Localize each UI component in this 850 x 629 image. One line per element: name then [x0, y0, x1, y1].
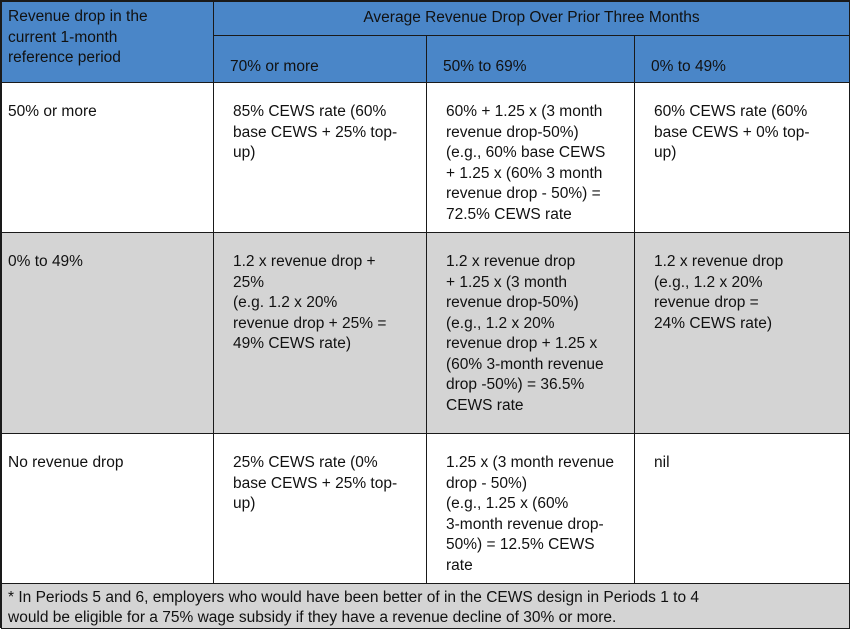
- row-axis-header: Revenue drop in the current 1-month refe…: [1, 1, 214, 83]
- table-cell: 60% CEWS rate (60% base CEWS + 0% top- u…: [633, 82, 850, 233]
- table-cell: 1.2 x revenue drop (e.g., 1.2 x 20% reve…: [633, 232, 850, 434]
- header-row-sub: 70% or more 50% to 69% 0% to 49%: [2, 35, 850, 83]
- table-cell: 1.2 x revenue drop + 1.25 x (3 month rev…: [426, 232, 635, 434]
- table-cell: 25% CEWS rate (0% base CEWS + 25% top- u…: [213, 433, 427, 584]
- footnote-row: * In Periods 5 and 6, employers who woul…: [0, 583, 850, 629]
- table-row: 0% to 49% 1.2 x revenue drop + 25% (e.g.…: [1, 232, 850, 434]
- table-cell: 1.25 x (3 month revenue drop - 50%) (e.g…: [426, 433, 635, 584]
- row-label: No revenue drop: [1, 433, 214, 584]
- table-cell: nil: [633, 433, 850, 584]
- table-cell: 1.2 x revenue drop + 25% (e.g. 1.2 x 20%…: [213, 232, 427, 434]
- row-label: 50% or more: [1, 82, 214, 233]
- table-cell: 60% + 1.25 x (3 month revenue drop-50%) …: [426, 82, 635, 233]
- column-group-header: Average Revenue Drop Over Prior Three Mo…: [212, 1, 850, 36]
- table-cell: 85% CEWS rate (60% base CEWS + 25% top- …: [213, 82, 427, 233]
- table-row: No revenue drop 25% CEWS rate (0% base C…: [1, 433, 850, 584]
- column-header-70-or-more: 70% or more: [213, 35, 427, 83]
- header-row-top: Revenue drop in the current 1-month refe…: [1, 1, 850, 83]
- footnote: * In Periods 5 and 6, employers who woul…: [0, 583, 850, 629]
- column-header-50-to-69: 50% to 69%: [426, 35, 635, 83]
- row-label: 0% to 49%: [1, 232, 214, 434]
- column-header-0-to-49: 0% to 49%: [633, 35, 850, 83]
- table-row: 50% or more 85% CEWS rate (60% base CEWS…: [1, 82, 850, 233]
